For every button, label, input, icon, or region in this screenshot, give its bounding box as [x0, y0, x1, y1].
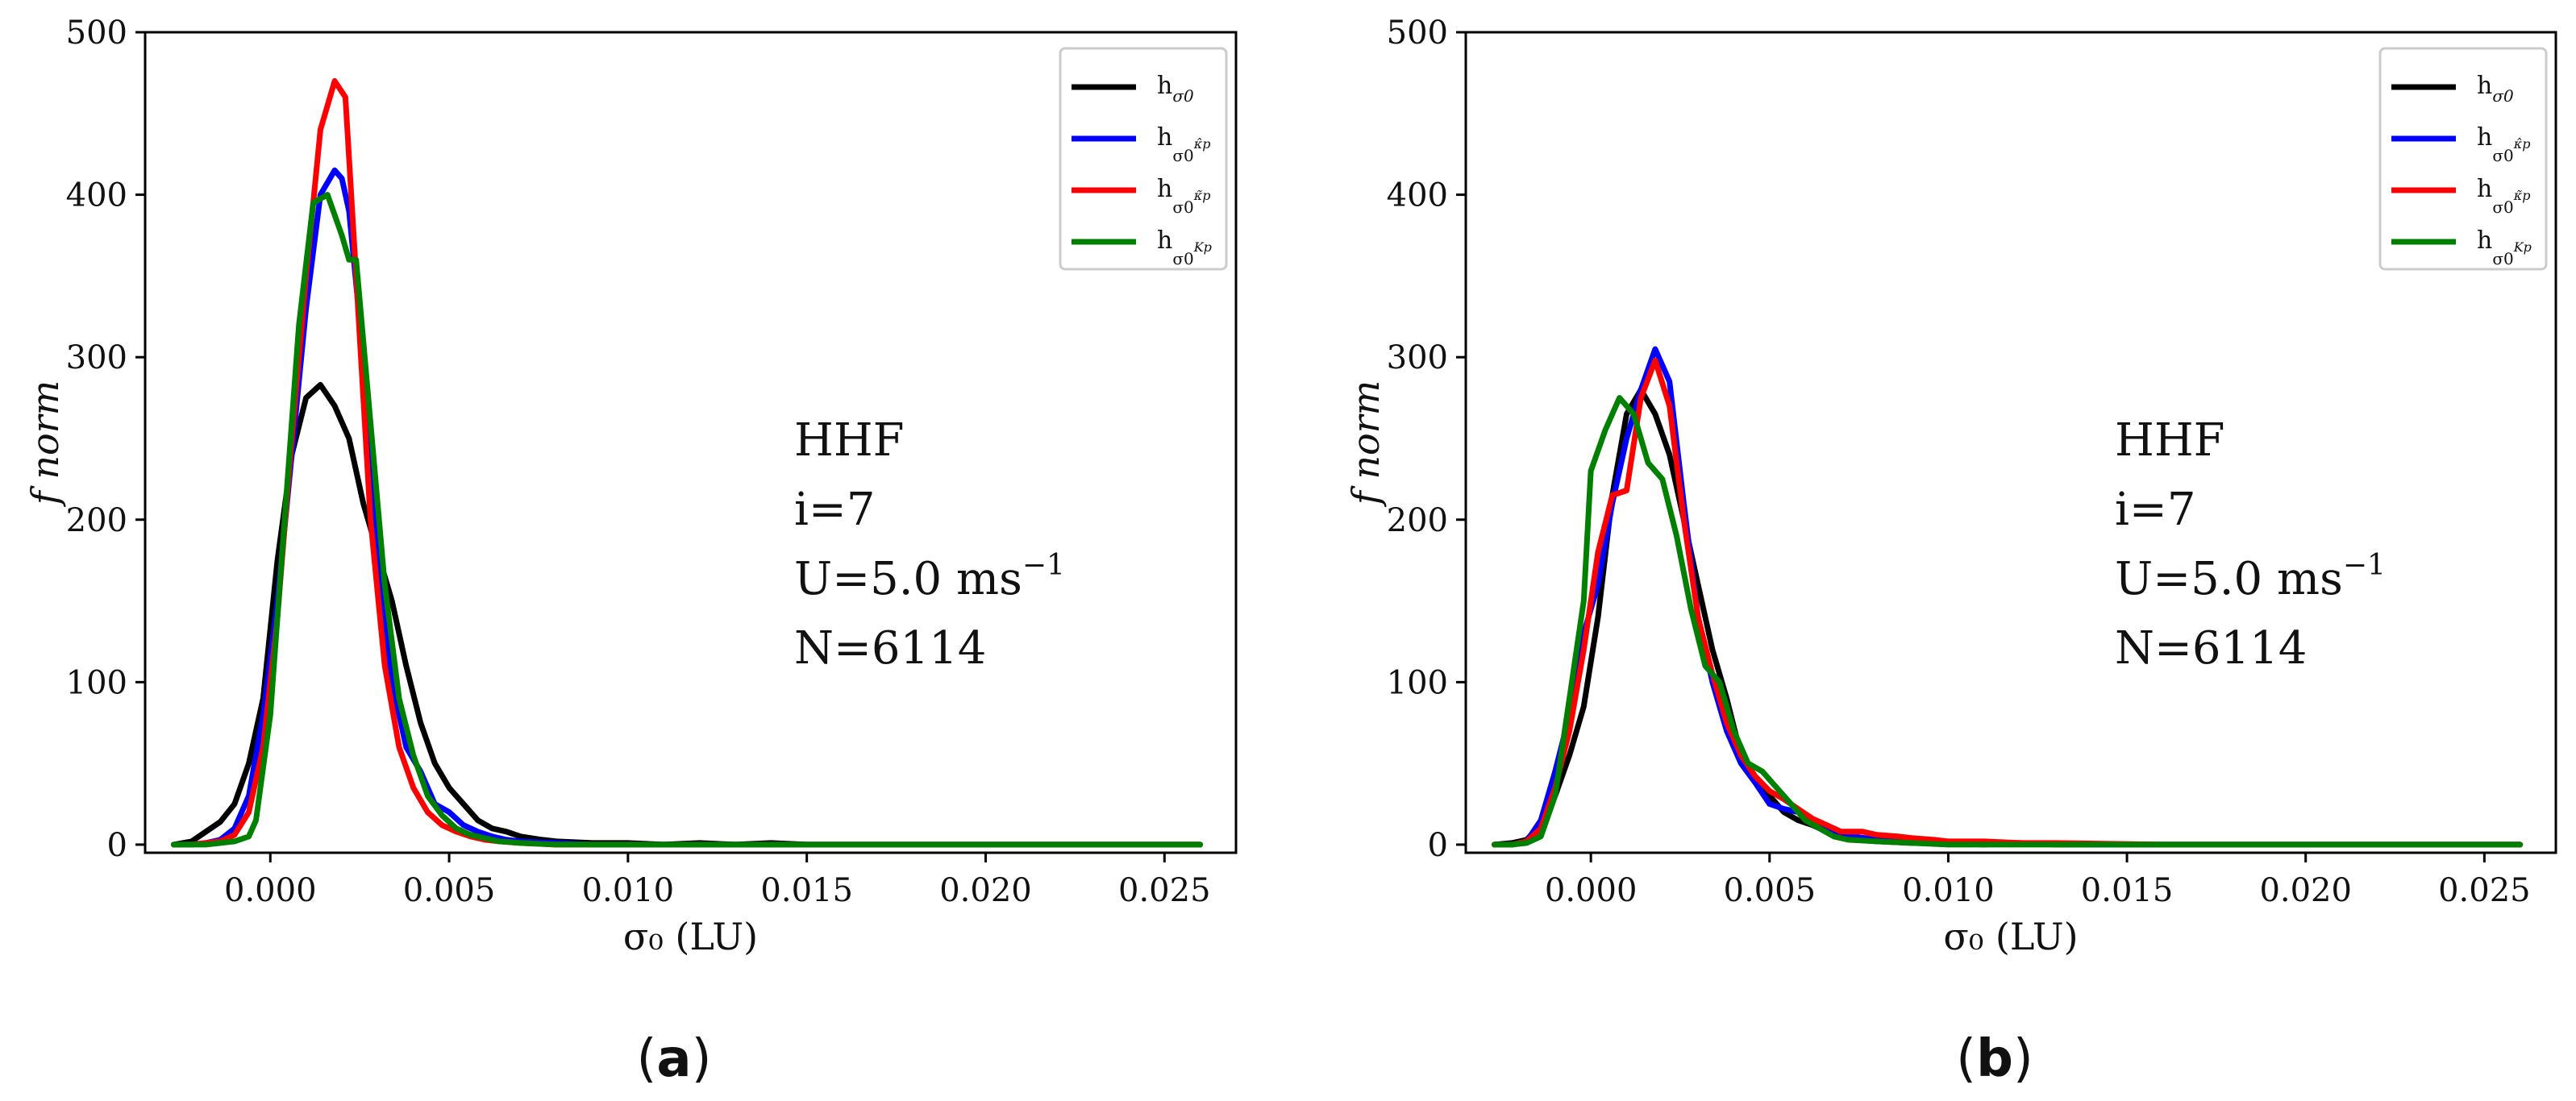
x-tick-label: 0.020	[2259, 872, 2352, 909]
x-tick-label: 0.025	[1118, 872, 1211, 909]
legend-subsub: κ̂p	[2513, 136, 2531, 152]
series-line-4	[171, 192, 1204, 848]
legend-subsub: Kp	[1193, 239, 1212, 255]
panel-a: 0.000 0.005 0.010 0.015 0.020 0.025 0 100 200 300…	[23, 15, 1238, 1089]
legend-subsub: κ̃p	[2513, 188, 2531, 203]
plot-area	[171, 78, 1204, 848]
panel-caption: (a)	[636, 1029, 711, 1089]
annotation-line-4: N=6114	[2115, 622, 2307, 675]
x-tick-label: 0.000	[224, 872, 317, 909]
caption-close: )	[692, 1029, 712, 1089]
legend-subsub: Kp	[2513, 239, 2532, 255]
annotation-superscript: −1	[1022, 549, 1065, 582]
y-tick-label: 400	[1387, 177, 1448, 214]
series-line-3	[1492, 357, 2524, 848]
series-line-4	[1492, 395, 2524, 848]
legend-sub: σ0	[2492, 86, 2514, 106]
legend-frame	[1059, 47, 1228, 271]
y-axis-label: f norm	[1344, 380, 1388, 508]
legend-sub: σ0	[2492, 146, 2513, 165]
y-tick-label: 100	[66, 664, 127, 701]
legend-sub: σ0	[2492, 197, 2513, 217]
x-tick-label: 0.010	[1902, 872, 1995, 909]
x-axis-label: σ₀ (LU)	[1943, 915, 2078, 958]
annotation-line-1: HHF	[794, 414, 905, 467]
axes-frame	[144, 31, 1238, 854]
y-tick-label: 500	[1387, 15, 1448, 52]
y-tick-label: 200	[66, 502, 127, 539]
series-line-2	[171, 167, 1204, 848]
x-tick-label: 0.020	[939, 872, 1032, 909]
x-tick-label: 0.010	[582, 872, 675, 909]
annotation-superscript: −1	[2343, 549, 2386, 582]
caption-close: )	[2013, 1029, 2033, 1089]
annotation-line-2: i=7	[794, 484, 875, 536]
annotation-line-1: HHF	[2115, 414, 2225, 467]
y-tick-label: 300	[1387, 339, 1448, 376]
y-tick-label: 200	[1387, 502, 1448, 539]
legend-frame	[2378, 47, 2548, 271]
panel-caption: (b)	[1956, 1029, 2033, 1089]
x-tick-label: 0.005	[403, 872, 496, 909]
y-tick-label: 0	[107, 827, 127, 864]
series-line-1	[171, 381, 1204, 848]
x-axis-label: σ₀ (LU)	[623, 915, 758, 958]
caption-letter: b	[1976, 1029, 2013, 1089]
legend-sub: σ0	[1172, 249, 1193, 268]
annotation-line-4: N=6114	[794, 622, 986, 675]
caption-open: (	[636, 1029, 656, 1089]
x-tick-label: 0.015	[760, 872, 853, 909]
annotation-line-2: i=7	[2115, 484, 2195, 536]
legend-sub: σ0	[1172, 197, 1193, 217]
legend-subsub: κ̂p	[1193, 136, 1211, 152]
legend-sub: σ0	[2492, 249, 2513, 268]
x-tick-label: 0.015	[2081, 872, 2174, 909]
panel-b: 0.000 0.005 0.010 0.015 0.020 0.025 0 100 200 300…	[1344, 15, 2557, 1089]
x-tick-label: 0.000	[1545, 872, 1638, 909]
legend-subsub: κ̃p	[1193, 188, 1211, 203]
caption-open: (	[1956, 1029, 1976, 1089]
annotation-line-3: U=5.0 ms−1	[794, 549, 1065, 605]
y-tick-label: 100	[1387, 664, 1448, 701]
y-tick-label: 500	[66, 15, 127, 52]
y-tick-label: 0	[1428, 827, 1448, 864]
annotation-line-3: U=5.0 ms−1	[2115, 549, 2386, 605]
axes-frame	[1464, 31, 2557, 854]
legend-sub: σ0	[1172, 86, 1194, 106]
caption-letter: a	[656, 1029, 691, 1089]
series-line-2	[1492, 346, 2524, 848]
plot-area	[1492, 346, 2524, 848]
y-tick-label: 300	[66, 339, 127, 376]
y-tick-label: 400	[66, 177, 127, 214]
x-tick-label: 0.025	[2438, 872, 2531, 909]
y-axis-label: f norm	[23, 380, 67, 508]
x-tick-label: 0.005	[1724, 872, 1817, 909]
legend-sub: σ0	[1172, 146, 1193, 165]
